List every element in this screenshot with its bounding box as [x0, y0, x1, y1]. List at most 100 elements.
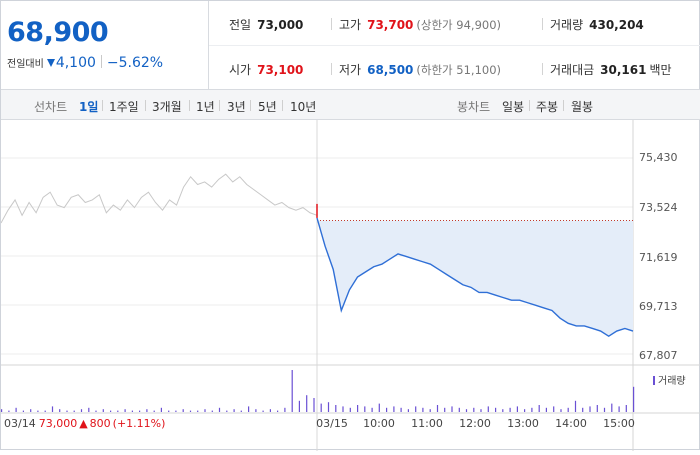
- tab-1w[interactable]: 1주일: [109, 100, 139, 114]
- divider: [331, 63, 332, 75]
- stat-low: 저가 68,500 (하한가 51,100): [339, 61, 501, 78]
- volume-bar: [444, 407, 446, 412]
- divider: [250, 100, 251, 111]
- divider: [102, 100, 103, 111]
- volume-bar: [487, 406, 489, 412]
- volume-bar: [407, 409, 409, 412]
- x-tick: 03/15: [316, 417, 348, 430]
- prev-day-date: 03/14: [4, 417, 36, 430]
- volume-bar: [124, 409, 126, 412]
- volume-bar: [538, 405, 540, 412]
- x-tick: 13:00: [507, 417, 539, 430]
- volume-legend-label: 거래량: [658, 376, 686, 387]
- volume-bar: [95, 410, 97, 412]
- volume-bar: [320, 403, 322, 412]
- divider: [542, 18, 543, 30]
- volume-bar: [66, 410, 68, 412]
- volume-bar: [393, 406, 395, 412]
- x-tick: 10:00: [363, 417, 395, 430]
- volume-bar: [204, 409, 206, 412]
- stat-high: 고가 73,700 (상한가 94,900): [339, 16, 501, 33]
- divider: [100, 55, 102, 68]
- volume-bar: [139, 410, 141, 412]
- tab-3m[interactable]: 3개월: [152, 100, 182, 114]
- tab-1y[interactable]: 1년: [196, 100, 215, 114]
- volume-bar: [160, 407, 162, 412]
- stat-value: 430,204: [589, 18, 644, 32]
- volume-bar: [211, 410, 213, 412]
- volume-bar: [458, 407, 460, 412]
- volume-bar: [44, 410, 46, 412]
- volume-bar: [262, 410, 264, 412]
- volume-bar: [15, 407, 17, 412]
- volume-bar: [567, 407, 569, 412]
- tab-3y[interactable]: 3년: [227, 100, 246, 114]
- divider: [219, 100, 220, 111]
- volume-bar: [545, 407, 547, 412]
- volume-bar: [611, 403, 613, 412]
- stat-label: 시가: [229, 63, 252, 77]
- volume-bar: [596, 405, 598, 412]
- volume-bar: [37, 410, 39, 412]
- down-triangle-icon: [46, 59, 55, 67]
- volume-bar: [59, 409, 61, 412]
- volume-bar: [633, 386, 635, 412]
- y-tick: 71,619: [639, 251, 678, 264]
- tab-1d[interactable]: 1일: [79, 100, 99, 114]
- volume-bar: [553, 406, 555, 412]
- lower-limit: (하한가 51,100): [416, 63, 502, 77]
- change-line: 전일대비 4,100 −5.62%: [7, 55, 163, 71]
- volume-bar: [175, 410, 177, 412]
- volume-bar: [589, 406, 591, 412]
- volume-bar: [422, 407, 424, 412]
- volume-bar: [240, 410, 242, 412]
- volume-legend: 거래량: [653, 372, 686, 387]
- volume-bar: [502, 409, 504, 412]
- divider: [209, 45, 700, 46]
- tab-daily[interactable]: 일봉: [502, 100, 525, 114]
- tab-weekly[interactable]: 주봉: [536, 100, 559, 114]
- stat-value: 30,161: [600, 63, 647, 77]
- volume-bar: [255, 409, 257, 412]
- divider: [331, 18, 332, 30]
- x-tick: 15:00: [603, 417, 635, 430]
- volume-bar: [386, 407, 388, 412]
- volume-bar: [429, 409, 431, 412]
- stat-value: 73,000: [257, 18, 304, 32]
- volume-bar: [117, 410, 119, 412]
- tab-monthly[interactable]: 월봉: [571, 100, 594, 114]
- line-chart-label: 선차트: [34, 100, 68, 114]
- volume-bar: [182, 409, 184, 412]
- volume-bar: [415, 406, 417, 412]
- volume-bar: [306, 395, 308, 412]
- volume-bar: [480, 409, 482, 412]
- stat-label: 전일: [229, 18, 252, 32]
- chart-tab-bar: 선차트 1일 1주일 3개월 1년 3년 5년 10년 봉차트 일봉 주봉 월봉: [1, 90, 700, 120]
- volume-bar: [378, 403, 380, 412]
- prev-day-summary: 03/14 73,000 ▲ 800 (+1.11%): [4, 417, 165, 430]
- price-chart-canvas: [0, 120, 700, 451]
- tab-5y[interactable]: 5년: [258, 100, 277, 114]
- volume-bar: [574, 400, 577, 412]
- volume-bar: [603, 407, 606, 412]
- volume-bar: [248, 406, 250, 412]
- volume-bar: [197, 410, 199, 412]
- volume-bar: [22, 410, 24, 412]
- volume-bar: [357, 405, 359, 412]
- upper-limit: (상한가 94,900): [416, 18, 502, 32]
- volume-bar: [146, 409, 148, 412]
- x-tick: 14:00: [555, 417, 587, 430]
- divider: [189, 100, 190, 111]
- volume-bar: [298, 400, 300, 412]
- volume-bar: [342, 406, 344, 412]
- volume-bar: [88, 407, 90, 412]
- volume-bar: [349, 407, 351, 412]
- volume-bar: [400, 407, 402, 412]
- tab-10y[interactable]: 10년: [290, 100, 317, 114]
- divider: [542, 63, 543, 75]
- volume-bar: [277, 410, 279, 412]
- volume-bar: [291, 370, 293, 412]
- divider: [145, 100, 146, 111]
- volume-bar: [436, 405, 439, 412]
